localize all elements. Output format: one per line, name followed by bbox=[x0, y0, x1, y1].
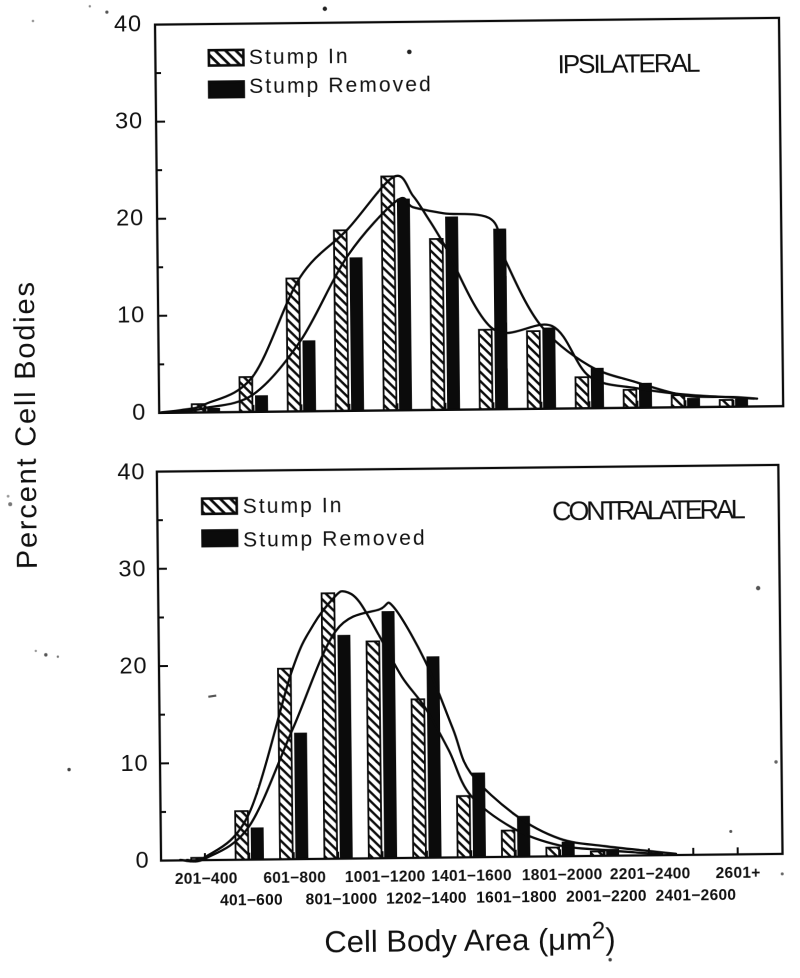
svg-text:2401−2600: 2401−2600 bbox=[656, 887, 737, 905]
svg-text:20: 20 bbox=[119, 652, 147, 678]
svg-text:30: 30 bbox=[115, 107, 143, 133]
svg-text:1401−1600: 1401−1600 bbox=[431, 867, 512, 885]
svg-text:10: 10 bbox=[117, 301, 145, 327]
svg-text:CONTRALATERAL: CONTRALATERAL bbox=[552, 494, 746, 526]
svg-text:30: 30 bbox=[118, 555, 146, 581]
svg-text:Stump Removed: Stump Removed bbox=[249, 73, 433, 98]
svg-text:10: 10 bbox=[120, 750, 148, 776]
svg-text:2201−2400: 2201−2400 bbox=[610, 865, 691, 883]
svg-text:401−600: 401−600 bbox=[220, 892, 283, 910]
svg-text:40: 40 bbox=[117, 458, 145, 484]
svg-text:601−800: 601−800 bbox=[263, 869, 326, 887]
svg-text:IPSILATERAL: IPSILATERAL bbox=[557, 48, 700, 80]
svg-text:2001−2200: 2001−2200 bbox=[566, 888, 647, 906]
svg-text:40: 40 bbox=[114, 10, 142, 36]
svg-text:2601+: 2601+ bbox=[716, 865, 761, 882]
svg-text:1202−1400: 1202−1400 bbox=[386, 890, 467, 908]
svg-text:1801−2000: 1801−2000 bbox=[522, 866, 603, 884]
svg-text:1601−1800: 1601−1800 bbox=[476, 889, 557, 907]
svg-text:1001−1200: 1001−1200 bbox=[345, 868, 426, 886]
svg-text:201−400: 201−400 bbox=[175, 870, 238, 888]
svg-text:0: 0 bbox=[135, 847, 149, 873]
svg-text:Cell Body Area (μm2): Cell Body Area (μm2) bbox=[324, 917, 616, 959]
svg-text:0: 0 bbox=[132, 399, 146, 425]
svg-text:20: 20 bbox=[116, 204, 144, 230]
svg-text:801−1000: 801−1000 bbox=[306, 891, 378, 909]
svg-text:Stump In: Stump In bbox=[249, 45, 350, 69]
svg-text:Stump In: Stump In bbox=[243, 494, 344, 518]
svg-text:Stump Removed: Stump Removed bbox=[243, 527, 427, 552]
svg-text:Percent Cell Bodies: Percent Cell Bodies bbox=[9, 280, 44, 569]
